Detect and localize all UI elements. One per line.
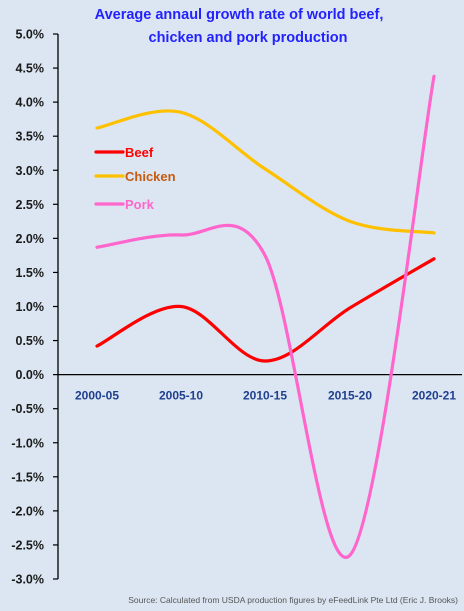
y-tick-label: 5.0% <box>16 28 45 42</box>
y-tick-label: -1.0% <box>11 436 44 450</box>
y-tick-label: -3.0% <box>11 573 44 587</box>
y-tick-label: 2.0% <box>16 232 45 246</box>
y-tick-label: 0.5% <box>16 334 45 348</box>
y-tick-label: 1.5% <box>16 266 45 280</box>
source-note: Source: Calculated from USDA production … <box>128 595 458 605</box>
y-tick-label: -2.0% <box>11 504 44 518</box>
x-tick-label: 2015-20 <box>328 389 372 403</box>
series-line-beef <box>95 257 436 363</box>
y-tick-label: 2.5% <box>16 198 45 212</box>
legend: Beef Chicken Pork <box>94 145 176 212</box>
x-tick-label: 2005-10 <box>159 389 203 403</box>
y-tick-label: -2.5% <box>11 538 44 552</box>
axes: 5.0% 4.5% 4.0% 3.5% 3.0% 2.5% 2.0% 1.5% 1.0% 0.5%… <box>11 28 462 587</box>
y-tick-label: 1.0% <box>16 300 45 314</box>
x-tick-label: 2000-05 <box>75 389 119 403</box>
y-tick-label: 0.0% <box>16 368 45 382</box>
y-tick-label: 4.5% <box>16 62 45 76</box>
y-tick-label: 3.5% <box>16 130 45 144</box>
series-line-chicken <box>95 109 436 235</box>
x-tick-label: 2010-15 <box>243 389 287 403</box>
legend-label-pork: Pork <box>125 197 155 212</box>
series-line-pork <box>95 74 436 560</box>
chart-title-line-1: Average annaul growth rate of world beef… <box>95 7 384 23</box>
y-tick-label: -0.5% <box>11 402 44 416</box>
legend-label-chicken: Chicken <box>125 169 176 184</box>
x-tick-label: 2020-21 <box>412 389 456 403</box>
legend-label-beef: Beef <box>125 145 154 160</box>
y-tick-label: 4.0% <box>16 96 45 110</box>
series-layer <box>95 74 436 560</box>
y-tick-label: 3.0% <box>16 164 45 178</box>
chart-title-line-2: chicken and pork production <box>149 30 348 46</box>
y-tick-label: -1.5% <box>11 470 44 484</box>
